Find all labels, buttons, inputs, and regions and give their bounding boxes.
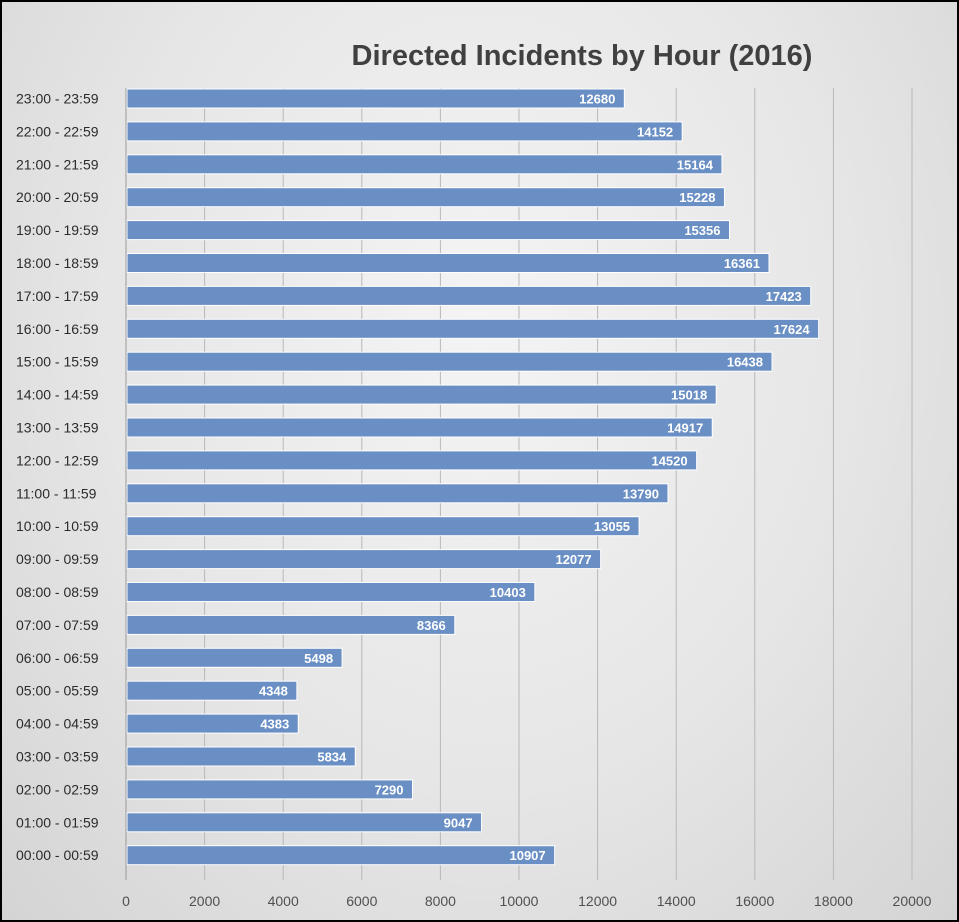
x-tick-label: 18000 bbox=[814, 893, 853, 909]
bar bbox=[126, 516, 640, 537]
x-tick-label: 0 bbox=[122, 893, 130, 909]
bar bbox=[126, 285, 812, 306]
data-label: 10403 bbox=[490, 585, 526, 600]
data-label: 14917 bbox=[667, 421, 703, 436]
y-category-label: 08:00 - 08:59 bbox=[16, 584, 99, 600]
y-category-label: 11:00 - 11:59 bbox=[16, 485, 97, 501]
y-category-label: 13:00 - 13:59 bbox=[16, 420, 99, 436]
y-category-label: 14:00 - 14:59 bbox=[16, 387, 99, 403]
data-label: 12680 bbox=[579, 92, 615, 107]
y-category-label: 02:00 - 02:59 bbox=[16, 781, 99, 797]
x-tick-label: 16000 bbox=[735, 893, 774, 909]
x-tick-label: 8000 bbox=[425, 893, 456, 909]
data-label: 5498 bbox=[304, 651, 333, 666]
data-label: 4348 bbox=[259, 684, 288, 699]
bar bbox=[126, 779, 413, 800]
bar bbox=[126, 253, 770, 273]
data-label: 13055 bbox=[594, 519, 630, 534]
y-category-label: 00:00 - 00:59 bbox=[16, 847, 99, 863]
bars bbox=[126, 88, 820, 866]
bar bbox=[126, 680, 298, 701]
data-label: 8366 bbox=[417, 618, 446, 633]
y-category-label: 22:00 - 22:59 bbox=[16, 123, 99, 139]
y-category-label: 16:00 - 16:59 bbox=[16, 321, 99, 337]
bar bbox=[126, 187, 725, 208]
data-label: 15228 bbox=[679, 190, 715, 205]
y-category-label: 12:00 - 12:59 bbox=[16, 452, 99, 468]
x-tick-label: 10000 bbox=[500, 893, 539, 909]
bar bbox=[126, 384, 717, 405]
y-category-label: 05:00 - 05:59 bbox=[16, 683, 99, 699]
data-label: 16361 bbox=[724, 256, 760, 271]
bar bbox=[126, 154, 723, 175]
x-tick-label: 4000 bbox=[268, 893, 299, 909]
x-tick-label: 2000 bbox=[189, 893, 220, 909]
y-category-label: 04:00 - 04:59 bbox=[16, 716, 99, 732]
bar bbox=[126, 614, 456, 635]
x-tick-label: 20000 bbox=[893, 893, 932, 909]
y-category-label: 03:00 - 03:59 bbox=[16, 749, 99, 765]
data-label: 16438 bbox=[727, 355, 763, 370]
data-label: 12077 bbox=[555, 552, 591, 567]
data-label: 14152 bbox=[637, 124, 673, 139]
y-category-label: 17:00 - 17:59 bbox=[16, 288, 99, 304]
labels: 0 2000 4000 6000 8000 10000 12000 14000 16000 180… bbox=[16, 91, 932, 910]
bar bbox=[126, 647, 343, 668]
bar bbox=[126, 417, 713, 438]
y-category-label: 01:00 - 01:59 bbox=[16, 814, 99, 830]
bar bbox=[126, 746, 356, 767]
y-category-label: 19:00 - 19:59 bbox=[16, 222, 99, 238]
chart-title: Directed Incidents by Hour (2016) bbox=[351, 40, 813, 72]
bar bbox=[126, 121, 683, 142]
bar bbox=[126, 318, 820, 339]
y-category-label: 10:00 - 10:59 bbox=[16, 518, 99, 534]
bar bbox=[126, 812, 483, 833]
y-category-label: 18:00 - 18:59 bbox=[16, 255, 99, 271]
bar bbox=[126, 220, 730, 241]
bar bbox=[126, 549, 602, 570]
data-label: 13790 bbox=[623, 486, 659, 501]
data-label: 9047 bbox=[444, 815, 473, 830]
bar bbox=[126, 450, 698, 471]
y-category-label: 09:00 - 09:59 bbox=[16, 551, 99, 567]
bar bbox=[126, 845, 556, 866]
data-label: 15356 bbox=[684, 223, 720, 238]
data-label: 5834 bbox=[317, 750, 347, 765]
data-label: 14520 bbox=[651, 453, 687, 468]
y-category-label: 20:00 - 20:59 bbox=[16, 189, 99, 205]
bar bbox=[126, 483, 669, 504]
y-category-label: 21:00 - 21:59 bbox=[16, 156, 99, 172]
bar bbox=[126, 351, 773, 372]
y-category-label: 23:00 - 23:59 bbox=[16, 91, 99, 107]
bar bbox=[126, 582, 536, 602]
data-label: 10907 bbox=[509, 848, 545, 863]
data-label: 15164 bbox=[677, 157, 714, 172]
y-category-label: 07:00 - 07:59 bbox=[16, 617, 99, 633]
data-label: 17423 bbox=[766, 289, 802, 304]
x-tick-label: 6000 bbox=[346, 893, 377, 909]
y-category-label: 15:00 - 15:59 bbox=[16, 354, 99, 370]
data-label: 4383 bbox=[260, 717, 289, 732]
y-category-label: 06:00 - 06:59 bbox=[16, 650, 99, 666]
data-label: 17624 bbox=[773, 322, 810, 337]
x-tick-label: 14000 bbox=[657, 893, 696, 909]
bar bbox=[126, 88, 625, 109]
data-label: 15018 bbox=[671, 388, 707, 403]
bar bbox=[126, 713, 299, 734]
x-tick-label: 12000 bbox=[578, 893, 617, 909]
data-label: 7290 bbox=[375, 782, 404, 797]
